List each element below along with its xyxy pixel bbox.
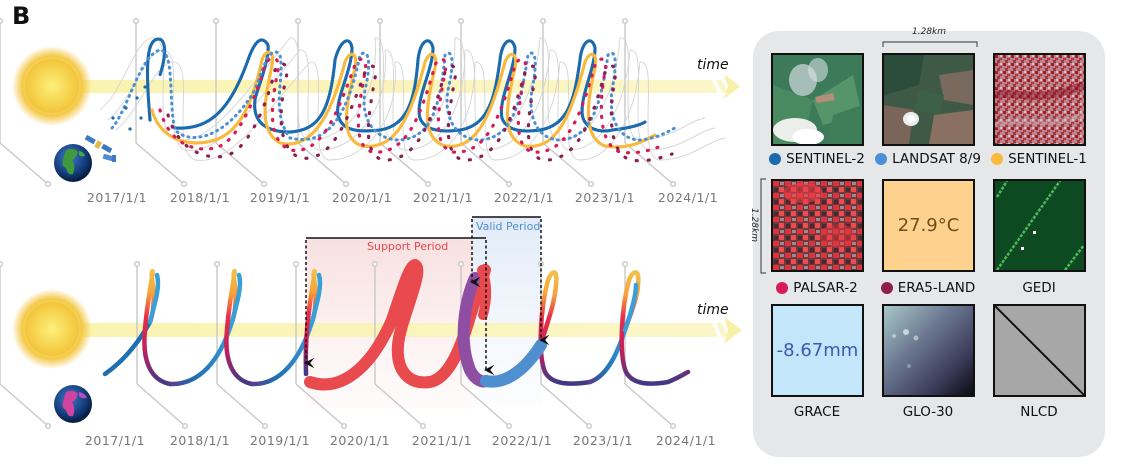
tile-era5-land: 27.9°C	[882, 179, 975, 272]
legend-label-era5-land: ERA5-LAND	[870, 280, 986, 296]
earth-icon	[54, 385, 92, 423]
legend-label-palsar-2: PALSAR-2	[759, 280, 875, 296]
tile-grace: -8.67mm	[771, 304, 864, 397]
time-axis-label: time	[697, 302, 729, 318]
tile-sentinel-1	[993, 53, 1086, 146]
date-label: 2020/1/1	[329, 433, 391, 448]
legend-label-grace: GRACE	[793, 404, 841, 420]
series-dot-icon	[991, 153, 1004, 165]
date-label: 2017/1/1	[84, 433, 146, 448]
date-label: 2017/1/1	[86, 190, 148, 205]
sun-icon	[12, 289, 92, 369]
top-timeline	[0, 18, 740, 188]
timeline-diagram	[0, 18, 742, 430]
tile-sentinel-2	[771, 53, 864, 146]
time-axis-label: time	[697, 57, 729, 73]
date-label: 2018/1/1	[169, 190, 231, 205]
date-label: 2022/1/1	[491, 433, 553, 448]
date-label: 2023/1/1	[572, 433, 634, 448]
legend-label-sentinel-1: SENTINEL-1	[981, 151, 1097, 167]
earth-icon	[54, 144, 92, 182]
date-label: 2018/1/1	[169, 433, 231, 448]
sun-icon	[12, 46, 92, 126]
year-posts	[0, 261, 676, 430]
series-dot-icon	[875, 153, 888, 165]
series-dot-icon	[880, 282, 893, 294]
tile-landsat	[882, 53, 975, 146]
date-label: 2021/1/1	[411, 433, 473, 448]
scale-horizontal-label: 1.28km	[912, 27, 947, 37]
legend-label-gedi: GEDI	[1022, 280, 1056, 296]
date-label: 2022/1/1	[493, 190, 555, 205]
legend-label-sentinel-2: SENTINEL-2	[759, 151, 875, 167]
series-sentinel-1	[150, 50, 657, 149]
date-label: 2024/1/1	[655, 433, 717, 448]
scale-vertical-label: 1.28km	[749, 207, 760, 243]
grace-value: -8.67mm	[776, 340, 859, 361]
tile-glo-30	[882, 304, 975, 397]
tile-palsar-2	[771, 179, 864, 272]
support-period-label: Support Period	[367, 240, 449, 253]
legend-label-nlcd: NLCD	[1020, 404, 1058, 420]
date-label: 2020/1/1	[331, 190, 393, 205]
tile-gedi	[993, 179, 1086, 272]
bottom-timeline	[0, 216, 742, 430]
series-sentinel-2	[145, 37, 647, 134]
year-posts	[0, 18, 676, 188]
time-spiral	[102, 268, 691, 387]
support-period-spiral	[304, 258, 547, 391]
date-label: 2019/1/1	[249, 433, 311, 448]
era5-temperature-value: 27.9°C	[897, 215, 960, 236]
period-arrows	[303, 219, 550, 376]
series-dot-icon	[776, 282, 789, 294]
valid-period-label: Valid Period	[476, 220, 541, 233]
tile-nlcd	[993, 304, 1086, 397]
panel-letter: B	[12, 2, 31, 30]
legend-label-glo-30: GLO-30	[902, 404, 954, 420]
scale-bar-horizontal	[882, 41, 978, 47]
date-label: 2023/1/1	[574, 190, 636, 205]
date-label: 2021/1/1	[412, 190, 474, 205]
date-label: 2024/1/1	[657, 190, 719, 205]
series-start-dots	[111, 85, 147, 131]
date-label: 2019/1/1	[249, 190, 311, 205]
scale-bar-vertical	[760, 178, 766, 274]
legend-label-landsat: LANDSAT 8/9	[870, 151, 986, 167]
series-era5	[166, 62, 674, 163]
satellite-icon	[84, 134, 116, 162]
series-dot-icon	[769, 153, 782, 165]
